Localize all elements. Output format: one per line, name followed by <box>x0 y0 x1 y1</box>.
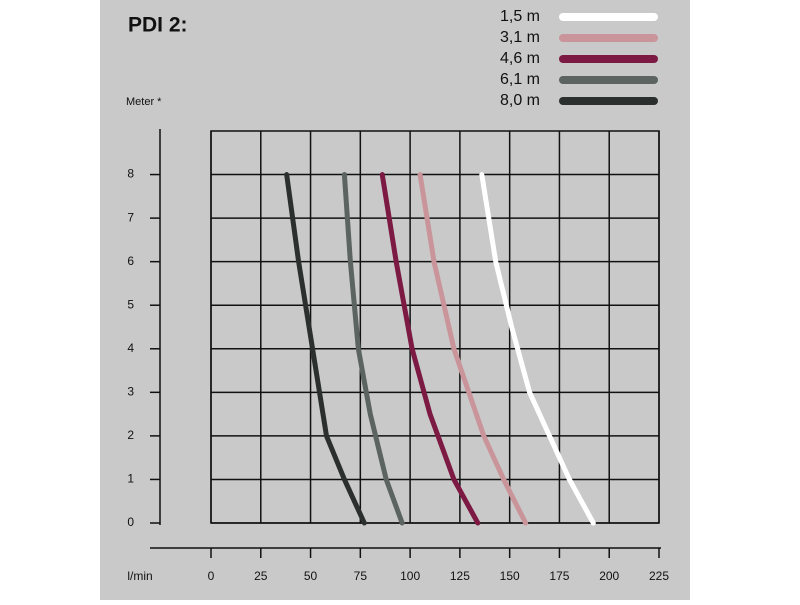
y-tick-label: 7 <box>127 210 134 224</box>
series-line <box>341 172 405 526</box>
x-axis-label: l/min <box>127 569 152 583</box>
y-tick-label: 8 <box>127 167 134 181</box>
x-tick-label: 175 <box>549 569 569 583</box>
y-tick-label: 5 <box>127 297 134 311</box>
x-tick-label: 25 <box>254 569 268 583</box>
y-tick-label: 6 <box>127 254 134 268</box>
y-tick-label: 4 <box>127 341 134 355</box>
x-tick-label: 200 <box>599 569 619 583</box>
y-tick-label: 0 <box>127 515 134 529</box>
legend-label: 4,6 m <box>500 50 540 67</box>
legend-label: 8,0 m <box>500 92 540 109</box>
x-tick-label: 100 <box>400 569 420 583</box>
x-tick-label: 75 <box>354 569 368 583</box>
y-axis-label: Meter * <box>126 96 162 108</box>
x-tick-label: 125 <box>450 569 470 583</box>
x-tick-label: 150 <box>500 569 520 583</box>
series-line <box>479 172 596 526</box>
chart-title: PDI 2: <box>128 14 188 37</box>
y-tick-label: 1 <box>127 472 134 486</box>
x-tick-label: 225 <box>649 569 669 583</box>
legend-label: 3,1 m <box>500 29 540 46</box>
series-line <box>379 172 481 526</box>
series-line <box>284 172 367 526</box>
x-tick-label: 50 <box>304 569 318 583</box>
legend-label: 1,5 m <box>500 8 540 25</box>
x-tick-label: 0 <box>208 569 215 583</box>
legend-label: 6,1 m <box>500 71 540 88</box>
y-tick-label: 3 <box>127 385 134 399</box>
y-tick-label: 2 <box>127 428 134 442</box>
series-line <box>417 172 529 526</box>
